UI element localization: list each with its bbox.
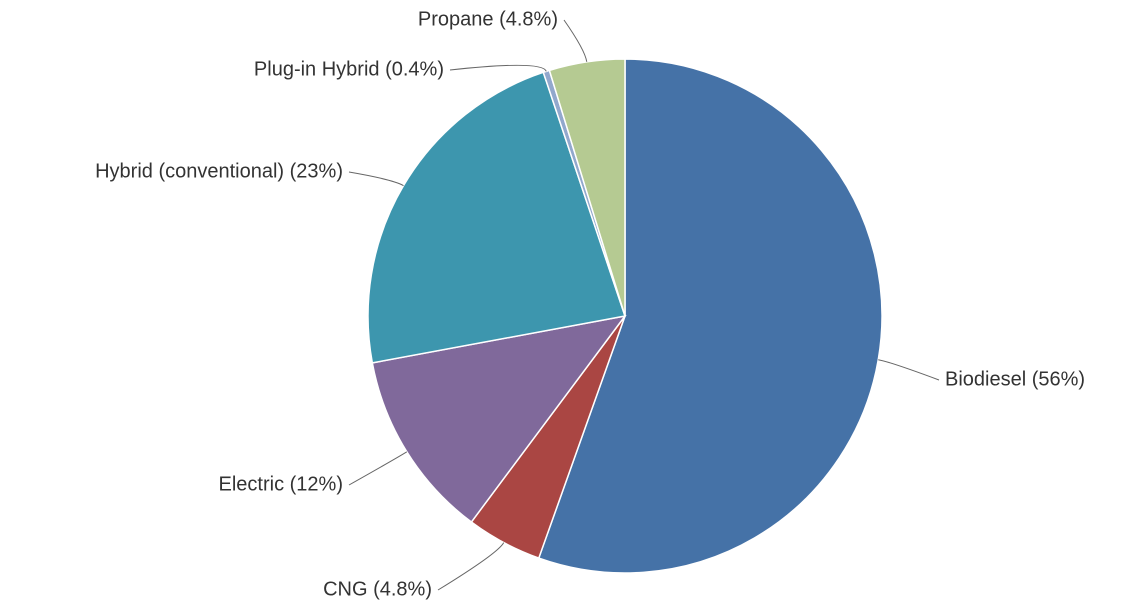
label-connector [437,542,505,591]
pie-slice [367,71,626,364]
slice-label: Hybrid (conventional) (23%) [95,160,343,182]
label-connector [449,64,547,72]
slice-label: Plug-in Hybrid (0.4%) [254,58,444,80]
label-connector [348,451,408,486]
label-connector [563,19,588,62]
label-connector [348,171,404,187]
pie-slice [537,58,883,574]
slice-label: CNG (4.8%) [323,578,432,600]
slice-label: Propane (4.8%) [418,8,558,30]
slice-label: Biodiesel (56%) [945,368,1085,390]
slice-label: Electric (12%) [219,473,343,495]
label-connector [878,359,940,381]
pie-slice [371,314,627,524]
